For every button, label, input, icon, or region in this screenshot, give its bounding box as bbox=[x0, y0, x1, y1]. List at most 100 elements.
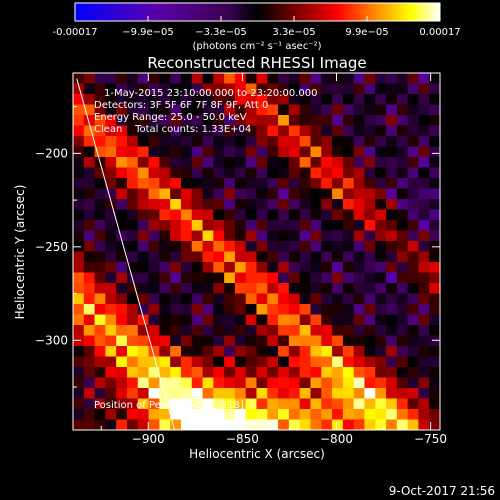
heatmap-cell bbox=[148, 293, 160, 305]
heatmap-cell bbox=[126, 136, 139, 148]
heatmap-cell bbox=[299, 178, 312, 190]
heatmap-cell bbox=[396, 304, 409, 316]
heatmap-cell bbox=[267, 209, 279, 221]
heatmap-cell bbox=[126, 83, 139, 95]
heatmap-cell bbox=[234, 230, 247, 242]
heatmap-cell bbox=[148, 388, 160, 400]
heatmap-cell bbox=[213, 304, 225, 316]
heatmap-cell bbox=[256, 409, 268, 421]
heatmap-cell bbox=[170, 409, 182, 421]
heatmap-cell bbox=[83, 136, 96, 148]
heatmap-cell bbox=[278, 146, 290, 158]
heatmap-cell bbox=[375, 220, 387, 232]
heatmap-cell bbox=[202, 283, 214, 295]
heatmap-cell bbox=[73, 115, 85, 127]
heatmap-cell bbox=[137, 94, 150, 106]
heatmap-cell bbox=[73, 167, 85, 179]
heatmap-cell bbox=[148, 283, 160, 295]
heatmap-cell bbox=[191, 115, 204, 127]
heatmap-cell bbox=[73, 157, 85, 169]
heatmap-cell bbox=[299, 146, 312, 158]
heatmap-cell bbox=[245, 262, 258, 274]
heatmap-cell bbox=[267, 199, 279, 211]
heatmap-cell bbox=[386, 409, 398, 421]
heatmap-cell bbox=[256, 94, 268, 106]
heatmap-cell bbox=[375, 283, 387, 295]
heatmap-cell bbox=[267, 367, 279, 379]
heatmap-cell bbox=[170, 115, 182, 127]
heatmap-cell bbox=[386, 377, 398, 389]
heatmap-cell bbox=[375, 293, 387, 305]
heatmap-cell bbox=[148, 325, 160, 337]
heatmap-cell bbox=[386, 115, 398, 127]
heatmap-cell bbox=[137, 220, 150, 232]
heatmap-cell bbox=[180, 325, 193, 337]
heatmap-cell bbox=[256, 262, 268, 274]
heatmap-cell bbox=[94, 356, 106, 368]
heatmap-cell bbox=[245, 251, 258, 263]
heatmap-cell bbox=[191, 178, 204, 190]
heatmap-cell bbox=[267, 241, 279, 253]
heatmap-cell bbox=[180, 178, 193, 190]
heatmap-cell bbox=[332, 73, 344, 85]
heatmap-cell bbox=[159, 220, 171, 232]
heatmap-cell bbox=[73, 94, 85, 106]
heatmap-cell bbox=[105, 293, 117, 305]
heatmap-cell bbox=[180, 104, 193, 116]
heatmap-cell bbox=[202, 398, 214, 410]
heatmap-cell bbox=[418, 293, 430, 305]
heatmap-cell bbox=[83, 251, 96, 263]
heatmap-cell bbox=[234, 293, 247, 305]
heatmap-cell bbox=[353, 188, 366, 200]
heatmap-cell bbox=[126, 283, 139, 295]
heatmap-cell bbox=[299, 304, 312, 316]
heatmap-cell bbox=[180, 83, 193, 95]
heatmap-cell bbox=[94, 325, 106, 337]
heatmap-cell bbox=[245, 346, 258, 358]
x-axis-label: Heliocentric X (arcsec) bbox=[189, 447, 325, 461]
heatmap-cell bbox=[213, 136, 225, 148]
heatmap-cell bbox=[429, 94, 440, 106]
heatmap-cell bbox=[321, 251, 333, 263]
heatmap-cell bbox=[256, 209, 268, 221]
heatmap-cell bbox=[353, 199, 366, 211]
heatmap-cell bbox=[407, 230, 420, 242]
heatmap-cell bbox=[342, 167, 355, 179]
heatmap-cell bbox=[224, 409, 236, 421]
heatmap-cell bbox=[137, 241, 150, 253]
heatmap-cell bbox=[407, 199, 420, 211]
heatmap-cell bbox=[288, 398, 301, 410]
heatmap-cell bbox=[278, 241, 290, 253]
heatmap-cell bbox=[202, 220, 214, 232]
heatmap-cell bbox=[396, 209, 409, 221]
heatmap-cell bbox=[256, 283, 268, 295]
heatmap-cell bbox=[202, 262, 214, 274]
heatmap-cell bbox=[364, 241, 376, 253]
heatmap-cell bbox=[180, 167, 193, 179]
heatmap-cell bbox=[396, 356, 409, 368]
heatmap-cell bbox=[364, 419, 376, 430]
heatmap-cell bbox=[213, 94, 225, 106]
heatmap-cell bbox=[256, 241, 268, 253]
heatmap-cell bbox=[213, 230, 225, 242]
heatmap-cell bbox=[407, 83, 420, 95]
heatmap-cell bbox=[234, 188, 247, 200]
heatmap-cell bbox=[299, 314, 312, 326]
heatmap-cell bbox=[407, 167, 420, 179]
heatmap-cell bbox=[94, 293, 106, 305]
heatmap-cell bbox=[245, 94, 258, 106]
heatmap-cell bbox=[278, 314, 290, 326]
heatmap-cell bbox=[332, 262, 344, 274]
heatmap-cell bbox=[105, 335, 117, 347]
heatmap-cell bbox=[396, 419, 409, 430]
heatmap-cell bbox=[83, 241, 96, 253]
heatmap-cell bbox=[94, 304, 106, 316]
heatmap-cell bbox=[180, 199, 193, 211]
heatmap-cell bbox=[288, 356, 301, 368]
heatmap-cell bbox=[310, 251, 322, 263]
heatmap-cell bbox=[267, 115, 279, 127]
heatmap-cell bbox=[278, 293, 290, 305]
heatmap-cell bbox=[116, 346, 128, 358]
heatmap-cell bbox=[267, 314, 279, 326]
heatmap-cell bbox=[364, 178, 376, 190]
